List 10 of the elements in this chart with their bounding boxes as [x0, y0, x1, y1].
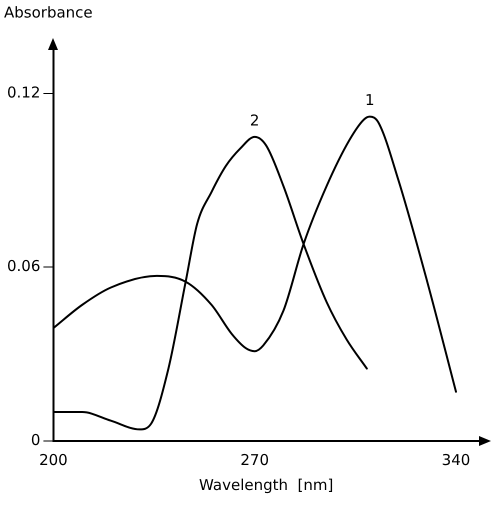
x-tick-label: 200: [39, 450, 68, 469]
y-tick-label: 0.06: [6, 257, 40, 276]
y-axis-title: Absorbance: [4, 3, 93, 22]
y-tick-label: 0: [30, 430, 40, 449]
x-axis-title: Wavelength [nm]: [199, 476, 334, 494]
annotation: 2: [250, 111, 260, 130]
x-tick-label: 340: [442, 450, 470, 469]
x-tick-label: 270: [240, 450, 270, 469]
y-tick-label: 0.12: [6, 83, 40, 102]
annotation: 1: [364, 91, 374, 110]
